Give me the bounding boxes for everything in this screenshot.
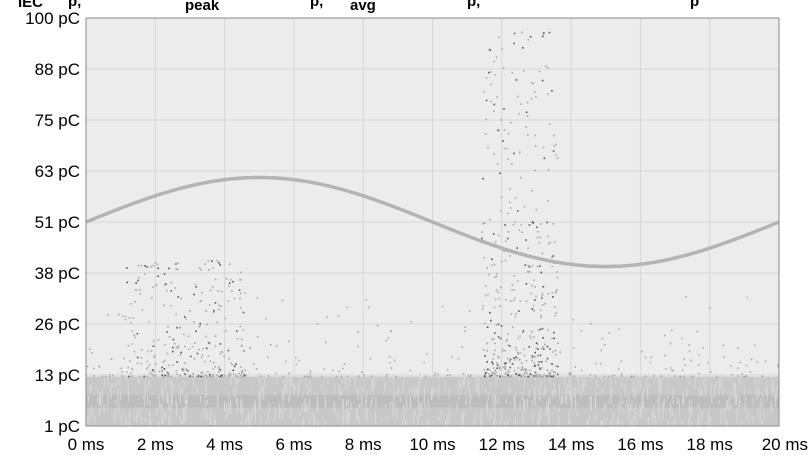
x-tick-label: 4 ms (206, 435, 243, 454)
sine-reference-curve (85, 175, 780, 269)
x-tick-label: 18 ms (687, 435, 733, 454)
noise-floor-band (86, 372, 779, 426)
x-axis-ticks: 0 ms 2 ms 4 ms 6 ms 8 ms 10 ms 12 ms 14 ms 16 ms… (68, 435, 808, 454)
svg-text:IEC: IEC (18, 0, 43, 11)
discharge-points-light (86, 31, 779, 378)
x-tick-label: 14 ms (548, 435, 594, 454)
svg-text:p,: p, (68, 0, 81, 10)
discharge-points (86, 31, 779, 378)
svg-text:p,: p, (467, 0, 480, 10)
y-tick-label: 75 pC (35, 111, 80, 130)
x-tick-label: 16 ms (617, 435, 663, 454)
y-tick-label: 63 pC (35, 162, 80, 181)
x-tick-label: 0 ms (68, 435, 105, 454)
svg-text:peak: peak (185, 0, 220, 14)
discharge-points-dark (126, 31, 559, 378)
noise-floor-streaks (86, 372, 779, 426)
y-tick-label: 38 pC (35, 264, 80, 283)
x-tick-label: 6 ms (275, 435, 312, 454)
y-tick-label: 13 pC (35, 366, 80, 385)
y-tick-label: 1 pC (44, 417, 80, 436)
x-tick-label: 12 ms (479, 435, 525, 454)
y-tick-label: 88 pC (35, 60, 80, 79)
chart-title-cut: IEC p, peak p, avg p, p (18, 0, 699, 14)
svg-text:p,: p, (310, 0, 323, 10)
plot-frame (85, 17, 780, 427)
x-tick-label: 2 ms (137, 435, 174, 454)
svg-text:avg: avg (350, 0, 376, 14)
y-tick-label: 51 pC (35, 213, 80, 232)
y-axis-ticks: 1 pC 13 pC 26 pC 38 pC 51 pC 63 pC 75 pC 88 pC 1… (25, 9, 80, 436)
x-tick-label: 20 ms (762, 435, 808, 454)
y-tick-label: 26 pC (35, 315, 80, 334)
svg-text:p: p (690, 0, 699, 10)
x-tick-label: 10 ms (409, 435, 455, 454)
x-tick-label: 8 ms (345, 435, 382, 454)
y-tick-label: 100 pC (25, 9, 80, 28)
